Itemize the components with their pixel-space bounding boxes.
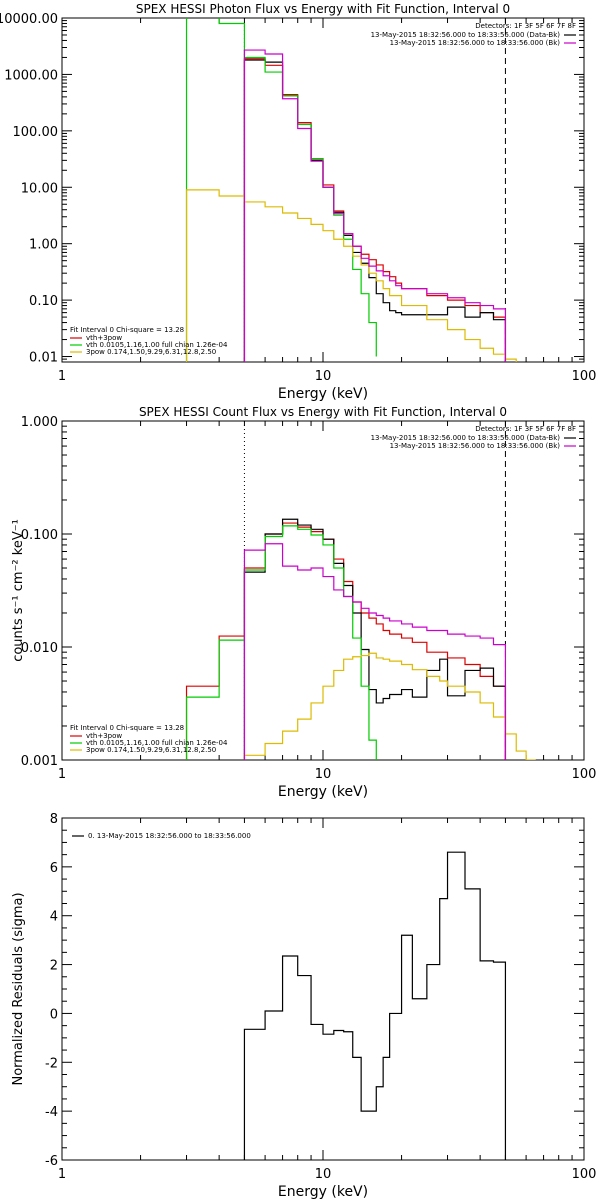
y-tick-label: 2: [50, 959, 58, 974]
series-line-data-bk: [243, 518, 507, 760]
x-tick-label: 10: [315, 1167, 332, 1182]
y-ticks: [62, 420, 584, 761]
legend-entry-label: 13-May-2015 18:32:56.000 to 18:33:56.000…: [371, 31, 561, 39]
x-axis-label: Energy (keV): [278, 784, 368, 800]
x-tick-label: 10: [315, 369, 332, 384]
y-ticks: [62, 817, 584, 1161]
legend-header: Detectors: 1F 3F 5F 6F 7F 8F: [475, 425, 576, 433]
legend-entry-label: vth+3pow: [86, 334, 122, 342]
x-tick-label: 100: [572, 369, 597, 384]
y-tick-label: 4: [50, 910, 58, 925]
y-tick-label: 1.000: [21, 415, 58, 430]
legend-entry-label: 13-May-2015 18:32:56.000 to 18:33:56.000…: [390, 39, 561, 47]
legend-header: Fit Interval 0 Chi-square = 13.28: [70, 326, 184, 334]
legend-top-left: 0. 13-May-2015 18:32:56.000 to 18:33:56.…: [72, 832, 251, 840]
legend-entry-label: vth+3pow: [86, 732, 122, 740]
series-line-data-bk: [243, 59, 507, 362]
x-ticks: [61, 18, 573, 362]
series-line-bk: [243, 543, 507, 760]
series-line-vth: [185, 18, 377, 362]
y-tick-label: 1000.00: [4, 68, 58, 83]
y-tick-label: 100.00: [13, 125, 59, 140]
y-tick-label: 10.00: [21, 181, 58, 196]
legend-entry-label: 0. 13-May-2015 18:32:56.000 to 18:33:56.…: [88, 832, 251, 840]
legend-entry-label: 13-May-2015 18:32:56.000 to 18:33:56.000…: [390, 442, 561, 450]
legend-bottom-left: Fit Interval 0 Chi-square = 13.28vth+3po…: [70, 326, 228, 356]
y-tick-label: 0.010: [21, 641, 58, 656]
series-line-vth-3pow: [185, 522, 507, 760]
y-axis-label: counts s⁻¹ cm⁻² keV⁻¹: [11, 519, 26, 662]
series-group: [243, 851, 507, 1160]
y-tick-label: 6: [50, 861, 58, 876]
y-tick-label: 8: [50, 812, 58, 827]
series-line-vth-3pow: [243, 58, 507, 362]
series-line-3pow: [185, 189, 517, 362]
y-tick-label: -6: [45, 1154, 58, 1169]
legend-entry-label: 13-May-2015 18:32:56.000 to 18:33:56.000…: [371, 434, 561, 442]
y-tick-label: 0: [50, 1007, 58, 1022]
series-line-bk: [243, 49, 507, 362]
series-line-3pow: [243, 652, 536, 760]
series-line-vth: [185, 525, 377, 760]
x-tick-label: 100: [572, 1167, 597, 1182]
y-tick-label: 0.01: [29, 351, 58, 366]
y-tick-label: 10000.00: [0, 12, 58, 27]
x-tick-label: 1: [58, 369, 66, 384]
legend-entry-label: 3pow 0.174,1.50,9.29,6.31,12.8,2.50: [86, 746, 216, 754]
y-axis-label: Normalized Residuals (sigma): [11, 892, 26, 1085]
chart-panel-3: 1 10 100 8 6 4 2 0 -2 -4 -6 Energy (keV) Normalized …: [11, 812, 596, 1200]
series-line-residuals: [243, 851, 507, 1160]
x-tick-label: 100: [572, 767, 597, 782]
y-ticks: [62, 17, 584, 363]
x-axis-label: Energy (keV): [278, 1184, 368, 1200]
y-tick-label: 0.001: [21, 754, 58, 769]
chart-panel-1: SPEX HESSI Photon Flux vs Energy with Fi…: [0, 2, 597, 402]
y-tick-label: 0.100: [21, 528, 58, 543]
x-ticks: [61, 421, 573, 760]
chart-title: SPEX HESSI Count Flux vs Energy with Fit…: [139, 405, 507, 419]
legend-entry-label: vth 0.0105,1.16,1.00 full chian 1.26e-04: [86, 341, 228, 349]
legend-top-right: Detectors: 1F 3F 5F 6F 7F 8F13-May-2015 …: [371, 425, 576, 450]
legend-entry-label: 3pow 0.174,1.50,9.29,6.31,12.8,2.50: [86, 348, 216, 356]
legend-header: Fit Interval 0 Chi-square = 13.28: [70, 724, 184, 732]
x-tick-label: 1: [58, 767, 66, 782]
x-ticks: [61, 818, 573, 1160]
series-group: [185, 18, 517, 362]
legend-entry-label: vth 0.0105,1.16,1.00 full chian 1.26e-04: [86, 739, 228, 747]
legend-top-right: Detectors: 1F 3F 5F 6F 7F 8F13-May-2015 …: [371, 22, 576, 47]
y-tick-label: 1.00: [29, 238, 58, 253]
y-tick-label: 0.10: [29, 294, 58, 309]
chart-title: SPEX HESSI Photon Flux vs Energy with Fi…: [136, 2, 510, 16]
x-tick-label: 1: [58, 1167, 66, 1182]
chart-panel-2: SPEX HESSI Count Flux vs Energy with Fit…: [11, 405, 596, 800]
y-tick-label: -4: [45, 1105, 58, 1120]
legend-bottom-left: Fit Interval 0 Chi-square = 13.28vth+3po…: [70, 724, 228, 754]
series-group: [185, 518, 536, 760]
x-axis-label: Energy (keV): [278, 386, 368, 402]
y-tick-label: -2: [45, 1056, 58, 1071]
legend-header: Detectors: 1F 3F 5F 6F 7F 8F: [475, 22, 576, 30]
x-tick-label: 10: [315, 767, 332, 782]
